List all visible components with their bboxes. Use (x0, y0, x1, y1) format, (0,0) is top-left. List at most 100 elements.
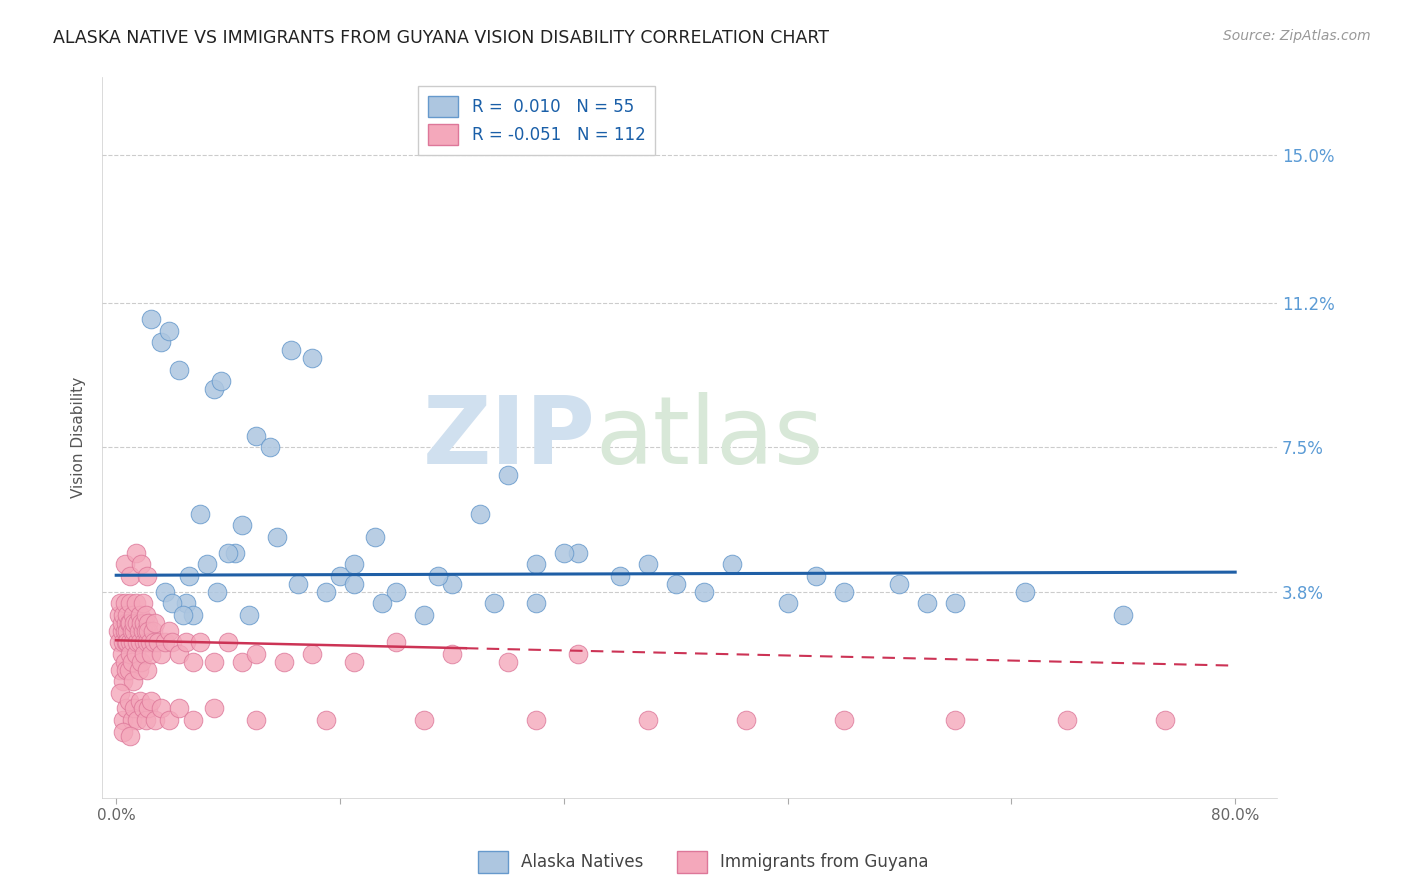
Point (482, 596, 505, 610)
Point (160, 596, 183, 610)
Point (524, 596, 547, 610)
Point (188, 507, 211, 521)
Point (112, 635, 135, 649)
Point (231, 655, 253, 669)
Point (124, 615, 146, 630)
Point (329, 569, 352, 583)
Point (468, 507, 491, 521)
Point (157, 324, 180, 338)
Point (945, 713, 967, 727)
Point (245, 429, 267, 443)
Point (287, 577, 309, 591)
Point (112, 674, 135, 689)
Point (127, 635, 149, 649)
Point (121, 655, 143, 669)
Point (141, 647, 163, 661)
Point (114, 624, 136, 638)
Point (1112, 607, 1135, 622)
Point (115, 701, 138, 715)
Point (136, 569, 159, 583)
Point (122, 607, 145, 622)
Point (111, 624, 134, 638)
Point (115, 663, 138, 677)
Point (385, 584, 408, 599)
Point (343, 558, 366, 572)
Point (195, 558, 218, 572)
Point (129, 607, 152, 622)
Point (131, 558, 153, 572)
Point (142, 624, 165, 638)
Point (202, 701, 225, 715)
Point (245, 713, 267, 727)
Point (136, 635, 159, 649)
Point (134, 615, 156, 630)
Point (138, 701, 160, 715)
Point (122, 674, 145, 689)
Point (238, 607, 260, 622)
Point (153, 635, 176, 649)
Point (111, 647, 134, 661)
Point (1014, 584, 1036, 599)
Point (917, 596, 939, 610)
Point (118, 663, 141, 677)
Point (567, 647, 589, 661)
Point (117, 624, 139, 638)
Legend: Alaska Natives, Immigrants from Guyana: Alaska Natives, Immigrants from Guyana (471, 845, 935, 880)
Text: Source: ZipAtlas.com: Source: ZipAtlas.com (1223, 29, 1371, 44)
Point (637, 713, 659, 727)
Point (149, 335, 172, 350)
Point (343, 577, 366, 591)
Point (129, 635, 152, 649)
Point (134, 635, 156, 649)
Point (174, 635, 197, 649)
Point (217, 546, 239, 560)
Point (127, 713, 149, 727)
Point (136, 663, 159, 677)
Point (160, 635, 183, 649)
Point (776, 596, 799, 610)
Point (188, 635, 211, 649)
Point (1154, 713, 1177, 727)
Point (343, 655, 366, 669)
Point (385, 635, 408, 649)
Point (172, 607, 194, 622)
Point (273, 655, 295, 669)
Point (135, 624, 157, 638)
Point (524, 713, 547, 727)
Point (177, 569, 200, 583)
Point (110, 686, 132, 700)
Point (121, 713, 143, 727)
Point (167, 701, 190, 715)
Point (112, 713, 135, 727)
Point (205, 584, 228, 599)
Point (301, 647, 323, 661)
Point (224, 546, 246, 560)
Point (139, 635, 162, 649)
Point (125, 647, 148, 661)
Point (117, 635, 139, 649)
Point (181, 607, 204, 622)
Point (138, 624, 160, 638)
Point (413, 607, 436, 622)
Point (734, 713, 756, 727)
Point (128, 663, 150, 677)
Text: atlas: atlas (596, 392, 824, 483)
Point (174, 596, 197, 610)
Point (371, 596, 394, 610)
Point (120, 647, 142, 661)
Point (231, 518, 253, 533)
Text: ZIP: ZIP (423, 392, 596, 483)
Point (132, 596, 155, 610)
Point (553, 546, 575, 560)
Point (131, 655, 153, 669)
Point (107, 624, 129, 638)
Point (131, 615, 153, 630)
Point (426, 569, 449, 583)
Point (120, 729, 142, 743)
Point (301, 351, 323, 365)
Point (111, 615, 134, 630)
Point (245, 647, 267, 661)
Point (114, 558, 136, 572)
Point (132, 701, 155, 715)
Point (108, 607, 131, 622)
